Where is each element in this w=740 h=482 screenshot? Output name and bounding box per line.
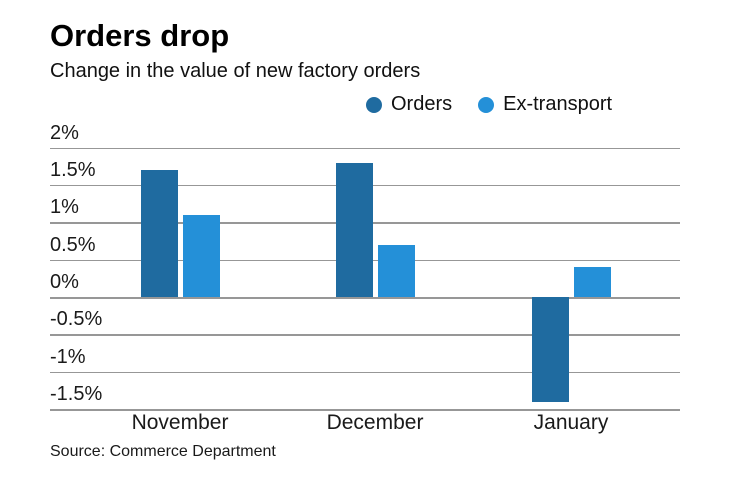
y-axis-tick-label: 0.5% <box>50 233 96 256</box>
y-axis-tick-label: -1% <box>50 345 86 368</box>
x-axis-label-january: January <box>533 411 609 434</box>
y-axis-tick-label: -0.5% <box>50 308 103 331</box>
bar-ex-transport-december <box>377 244 415 297</box>
legend-dot-orders-icon <box>366 96 382 113</box>
chart-subtitle: Change in the value of new factory order… <box>50 60 421 82</box>
legend-dot-ex-transport-icon <box>478 96 495 113</box>
bar-orders-december <box>335 162 373 297</box>
x-axis-label-november: November <box>131 411 229 434</box>
legend-label-orders: Orders <box>391 93 453 115</box>
bar-ex-transport-november <box>182 214 220 297</box>
legend-item-ex-transport: Ex-transport <box>478 93 612 116</box>
y-axis-tick-label: 1.5% <box>50 158 96 181</box>
gridline--1% <box>50 371 680 374</box>
legend-label-ex-transport: Ex-transport <box>503 93 613 115</box>
bar-orders-november <box>140 170 178 297</box>
bar-orders-january <box>531 297 569 402</box>
gridline--1.5% <box>50 409 680 411</box>
gridline--0.5% <box>50 334 680 336</box>
gridline-2% <box>50 147 680 150</box>
y-axis-tick-label: -1.5% <box>50 383 103 405</box>
bar-ex-transport-january <box>573 267 611 297</box>
x-axis-label-december: December <box>326 411 424 434</box>
gridline-0% <box>50 297 680 299</box>
y-axis-tick-label: 0% <box>50 271 79 293</box>
legend: Orders Ex-transport <box>366 93 612 116</box>
y-axis-tick-label: 1% <box>50 196 79 219</box>
legend-item-orders: Orders <box>366 93 452 116</box>
y-axis-tick-label: 2% <box>50 121 79 144</box>
source-note: Source: Commerce Department <box>50 443 276 460</box>
chart-title: Orders drop <box>50 18 230 53</box>
